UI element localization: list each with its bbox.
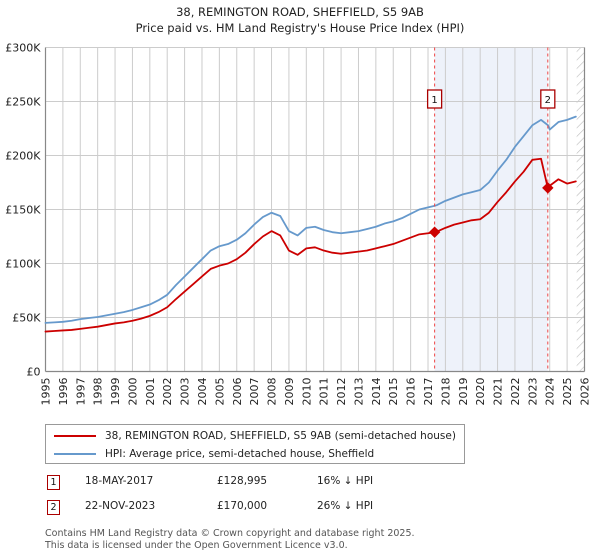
transaction-date-2: 22-NOV-2023 xyxy=(85,500,156,512)
x-axis-tick-label: 2013 xyxy=(352,378,365,406)
transaction-badge-2: 2 xyxy=(47,500,60,515)
line-swatch-blue-icon xyxy=(54,453,96,455)
footer-line-2: This data is licensed under the Open Gov… xyxy=(45,539,348,551)
chart-legend: 38, REMINGTON ROAD, SHEFFIELD, S5 9AB (s… xyxy=(45,424,465,464)
x-axis-tick-label: 2025 xyxy=(561,378,574,406)
transaction-marker-badge[interactable] xyxy=(540,89,556,109)
line-swatch-red-icon xyxy=(54,435,96,437)
y-axis-tick-label: £200K xyxy=(5,150,41,163)
table-row: 2 22-NOV-2023 £170,000 26% ↓ HPI xyxy=(45,498,475,523)
x-axis-tick-label: 2012 xyxy=(335,378,348,406)
x-axis-tick-label: 2010 xyxy=(300,378,313,406)
y-axis-tick-label: £0 xyxy=(27,366,41,379)
transaction-marker-badge-label: 2 xyxy=(545,95,551,106)
footer-line-1: Contains HM Land Registry data © Crown c… xyxy=(45,528,415,539)
x-axis-tick-label: 2023 xyxy=(526,378,539,406)
x-axis-tick-label: 2024 xyxy=(544,378,557,406)
x-axis-tick-label: 2006 xyxy=(231,378,244,406)
x-axis-tick-label: 2017 xyxy=(422,378,435,406)
page-title: 38, REMINGTON ROAD, SHEFFIELD, S5 9AB Pr… xyxy=(0,4,600,36)
x-axis-tick-label: 2002 xyxy=(161,378,174,406)
y-axis-tick-label: £150K xyxy=(5,204,41,217)
x-axis-tick-label: 2014 xyxy=(370,378,383,406)
transaction-marker-badge[interactable] xyxy=(426,89,443,109)
legend-label-price-paid: 38, REMINGTON ROAD, SHEFFIELD, S5 9AB (s… xyxy=(105,430,456,442)
x-axis-tick-label: 2015 xyxy=(387,378,400,406)
transaction-marker-badge-label: 1 xyxy=(431,95,437,106)
x-axis-tick-label: 2021 xyxy=(492,378,505,406)
transaction-hpi-delta-2: 26% ↓ HPI xyxy=(317,500,374,512)
transaction-date-1: 18-MAY-2017 xyxy=(85,475,154,487)
y-axis-tick-label: £250K xyxy=(5,96,41,109)
copyright-footer: Contains HM Land Registry data © Crown c… xyxy=(45,528,585,551)
x-axis-tick-label: 2001 xyxy=(144,378,157,406)
title-line-2: Price paid vs. HM Land Registry's House … xyxy=(135,21,465,35)
x-axis-tick-label: 2005 xyxy=(213,378,226,406)
title-line-1: 38, REMINGTON ROAD, SHEFFIELD, S5 9AB xyxy=(176,5,424,19)
x-axis-tick-label: 2003 xyxy=(179,378,192,406)
price-history-chart: £0 £50K £100K £150K £200K £250K £300K 1995 1996 1… xyxy=(5,42,592,406)
hpi-line xyxy=(44,115,577,324)
x-axis-tick-label: 2004 xyxy=(196,378,209,406)
x-axis-tick-label: 2009 xyxy=(283,378,296,406)
transaction-hpi-delta-1: 16% ↓ HPI xyxy=(317,475,374,487)
x-axis-tick-label: 2020 xyxy=(474,378,487,406)
transaction-point-marker[interactable] xyxy=(542,182,554,194)
legend-entry-price-paid: 38, REMINGTON ROAD, SHEFFIELD, S5 9AB (s… xyxy=(54,427,456,445)
transactions-table: 1 18-MAY-2017 £128,995 16% ↓ HPI 2 22-NO… xyxy=(45,473,475,523)
x-axis-tick-label: 1999 xyxy=(109,378,122,406)
price-paid-line xyxy=(44,157,577,333)
transaction-badge-1: 1 xyxy=(47,475,60,490)
transaction-price-1: £128,995 xyxy=(217,475,268,487)
transaction-price-2: £170,000 xyxy=(217,500,268,512)
y-axis-tick-label: £100K xyxy=(5,258,41,271)
legend-entry-hpi: HPI: Average price, semi-detached house,… xyxy=(54,445,374,463)
x-axis-tick-label: 1995 xyxy=(40,378,53,406)
x-axis-tick-label: 2011 xyxy=(318,378,331,406)
x-axis-tick-label: 2007 xyxy=(248,378,261,406)
x-axis-tick-label: 2018 xyxy=(439,378,452,406)
x-axis-tick-label: 2026 xyxy=(579,378,592,406)
x-axis-tick-label: 1998 xyxy=(92,378,105,406)
x-axis-tick-label: 1996 xyxy=(57,378,70,406)
x-axis-tick-label: 2016 xyxy=(405,378,418,406)
legend-label-hpi: HPI: Average price, semi-detached house,… xyxy=(105,448,375,460)
x-axis-tick-label: 2022 xyxy=(509,378,522,406)
y-axis-tick-label: £50K xyxy=(12,312,41,325)
x-axis-tick-label: 1997 xyxy=(74,378,87,406)
x-axis-tick-label: 2008 xyxy=(266,378,279,406)
x-axis-tick-label: 2019 xyxy=(457,378,470,406)
table-row: 1 18-MAY-2017 £128,995 16% ↓ HPI xyxy=(45,473,475,498)
transaction-point-marker[interactable] xyxy=(428,226,441,238)
y-axis-tick-label: £300K xyxy=(5,42,41,55)
x-axis-tick-label: 2000 xyxy=(126,378,139,406)
